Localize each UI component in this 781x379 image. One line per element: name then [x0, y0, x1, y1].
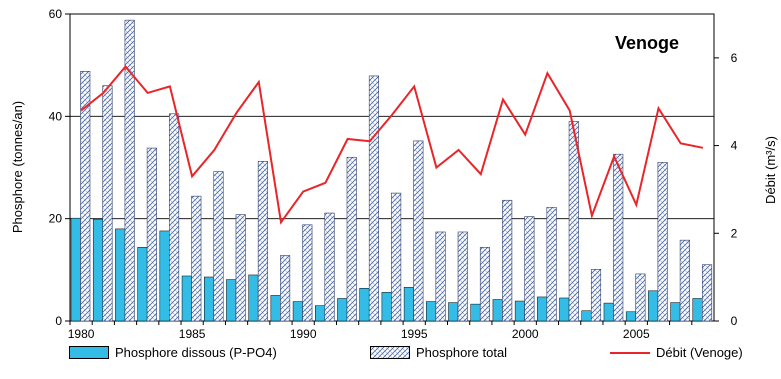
- bar-total-2007: [679, 239, 690, 322]
- bar-dissolved-1980: [70, 217, 81, 322]
- bar-dissolved-1989: [270, 295, 281, 322]
- y-tick-label-60: 60: [49, 7, 63, 21]
- bar-total-2004: [613, 153, 624, 322]
- bar-dissolved-2000: [514, 300, 525, 322]
- bar-total-2008: [701, 264, 713, 322]
- bar-dissolved-2002: [559, 297, 570, 322]
- bar-total-1991: [324, 212, 335, 322]
- y-tick-label-0: 0: [55, 314, 62, 328]
- bar-total-1987: [235, 214, 246, 322]
- y2-axis-label: Débit (m³/s): [763, 136, 778, 204]
- bar-dissolved-1998: [470, 303, 481, 322]
- bar-dissolved-1988: [248, 274, 259, 322]
- x-tick-label-2005: 2005: [623, 327, 650, 341]
- bar-total-1995: [413, 140, 424, 322]
- bar-total-1980: [80, 71, 91, 322]
- bar-total-1988: [257, 161, 268, 322]
- legend-item-flow: Débit (Venoge): [610, 345, 743, 360]
- legend-label-flow: Débit (Venoge): [656, 345, 743, 360]
- legend-item-dissolved: Phosphore dissous (P-PO4): [69, 345, 277, 360]
- bar-total-1982: [124, 19, 135, 322]
- y-axis-label: Phosphore (tonnes/an): [10, 101, 25, 233]
- legend-swatch-total: [370, 346, 410, 359]
- bar-total-1996: [435, 231, 446, 322]
- y-tick-label-40: 40: [49, 109, 63, 123]
- y2-tick-label-2: 2: [731, 226, 738, 240]
- x-tick-label-1995: 1995: [401, 327, 428, 341]
- bar-total-1994: [391, 192, 402, 322]
- bar-dissolved-2005: [625, 311, 636, 322]
- bar-dissolved-2007: [670, 302, 681, 322]
- bar-dissolved-1995: [403, 286, 414, 322]
- bar-dissolved-1982: [115, 228, 126, 322]
- bar-dissolved-1986: [203, 276, 214, 322]
- legend-swatch-dissolved: [69, 346, 109, 359]
- x-tick-label-1990: 1990: [290, 327, 317, 341]
- bar-total-2003: [590, 269, 602, 322]
- legend: Phosphore dissous (P-PO4) Phosphore tota…: [0, 345, 781, 369]
- bar-dissolved-1996: [426, 301, 437, 322]
- bar-dissolved-1993: [359, 288, 370, 322]
- bar-total-1981: [102, 85, 113, 322]
- y2-tick-label-6: 6: [731, 51, 738, 65]
- y2-tick-label-4: 4: [731, 139, 738, 153]
- bar-dissolved-2008: [692, 298, 703, 322]
- legend-swatch-flow: [610, 351, 650, 354]
- bar-total-2006: [657, 162, 668, 322]
- bar-total-1986: [213, 171, 224, 322]
- chart-title: Venoge: [615, 33, 679, 53]
- bar-total-1997: [457, 231, 468, 322]
- bar-dissolved-1999: [492, 299, 503, 322]
- x-tick-label-1980: 1980: [68, 327, 95, 341]
- bar-total-1999: [502, 199, 513, 322]
- bar-dissolved-1987: [226, 279, 237, 322]
- bar-total-2002: [568, 121, 579, 322]
- bar-dissolved-1985: [181, 275, 192, 322]
- bar-dissolved-1997: [448, 302, 459, 322]
- bar-dissolved-1990: [292, 301, 303, 322]
- bar-dissolved-2001: [537, 296, 548, 322]
- bar-dissolved-1981: [92, 218, 103, 322]
- bar-dissolved-1984: [159, 230, 170, 322]
- bar-total-1989: [280, 255, 291, 322]
- y2-tick-label-0: 0: [731, 314, 738, 328]
- bar-total-2001: [546, 207, 557, 322]
- bar-total-2005: [635, 273, 646, 322]
- bar-dissolved-1991: [315, 305, 326, 322]
- bar-dissolved-1983: [137, 247, 148, 322]
- bar-dissolved-2004: [603, 302, 614, 322]
- bar-total-1983: [146, 147, 157, 322]
- legend-label-total: Phosphore total: [416, 345, 508, 360]
- bar-total-1992: [346, 156, 357, 322]
- flow-line: [80, 65, 704, 225]
- bar-total-2000: [524, 216, 535, 322]
- bar-total-1985: [191, 195, 202, 322]
- bar-dissolved-1994: [381, 292, 392, 322]
- bar-total-1984: [169, 113, 180, 322]
- bar-dissolved-2006: [648, 290, 659, 322]
- bar-total-1990: [302, 224, 313, 322]
- legend-label-dissolved: Phosphore dissous (P-PO4): [115, 345, 277, 360]
- bar-total-1993: [368, 75, 379, 322]
- y-tick-label-20: 20: [49, 212, 63, 226]
- x-tick-label-1985: 1985: [179, 327, 206, 341]
- x-tick-label-2000: 2000: [512, 327, 539, 341]
- legend-item-total: Phosphore total: [370, 345, 507, 360]
- bar-dissolved-2003: [581, 310, 592, 322]
- bar-total-1998: [479, 247, 491, 322]
- bar-dissolved-1992: [337, 298, 348, 322]
